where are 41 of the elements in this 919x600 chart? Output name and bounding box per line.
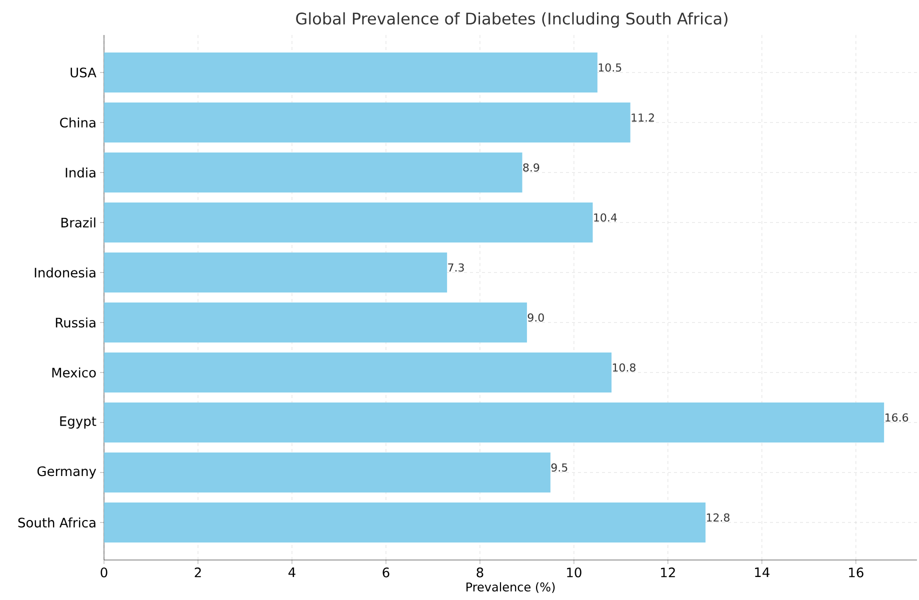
- bar: [104, 202, 593, 242]
- bar: [104, 452, 550, 492]
- x-tick-label: 2: [194, 568, 201, 578]
- bar: [104, 102, 630, 142]
- y-tick-label: Indonesia: [34, 267, 96, 278]
- bar: [104, 52, 598, 92]
- y-tick-label: South Africa: [18, 517, 96, 528]
- y-tick-label: China: [60, 117, 96, 128]
- x-tick-label: 16: [849, 568, 864, 578]
- chart-title: Global Prevalence of Diabetes (Including South Africa): [296, 12, 728, 28]
- bar: [104, 352, 612, 392]
- y-tick-label: India: [66, 167, 96, 178]
- bar: [104, 302, 527, 342]
- y-tick-label: Brazil: [61, 217, 96, 228]
- x-tick-label: 10: [567, 568, 582, 578]
- y-tick-label: USA: [70, 68, 96, 78]
- bar: [104, 152, 522, 192]
- x-tick-label: 8: [476, 568, 484, 578]
- y-tick-label: Germany: [37, 466, 96, 479]
- x-tick-label: 0: [100, 568, 108, 578]
- bar: [104, 502, 706, 542]
- data-label: 10.4: [594, 213, 617, 222]
- y-tick-label: Mexico: [52, 367, 96, 378]
- data-label: 12.8: [706, 513, 730, 522]
- data-label: 10.5: [598, 63, 622, 72]
- x-tick-label: 4: [288, 568, 296, 577]
- x-tick-label: 14: [755, 568, 770, 577]
- data-label: 7.3: [448, 263, 464, 272]
- x-axis-title: Prevalence (%): [466, 582, 555, 593]
- y-tick-label: Russia: [56, 317, 96, 328]
- data-label: 10.8: [612, 363, 636, 372]
- bar: [104, 402, 884, 442]
- bar: [104, 252, 448, 292]
- data-label: 11.2: [632, 113, 654, 122]
- y-tick-label: Egypt: [60, 416, 96, 429]
- x-tick-label: 6: [382, 568, 390, 578]
- data-label: 16.6: [886, 413, 908, 422]
- x-tick-label: 12: [661, 568, 675, 578]
- data-label: 8.9: [523, 163, 540, 172]
- data-label: 9.0: [528, 313, 544, 322]
- data-label: 9.5: [551, 463, 568, 472]
